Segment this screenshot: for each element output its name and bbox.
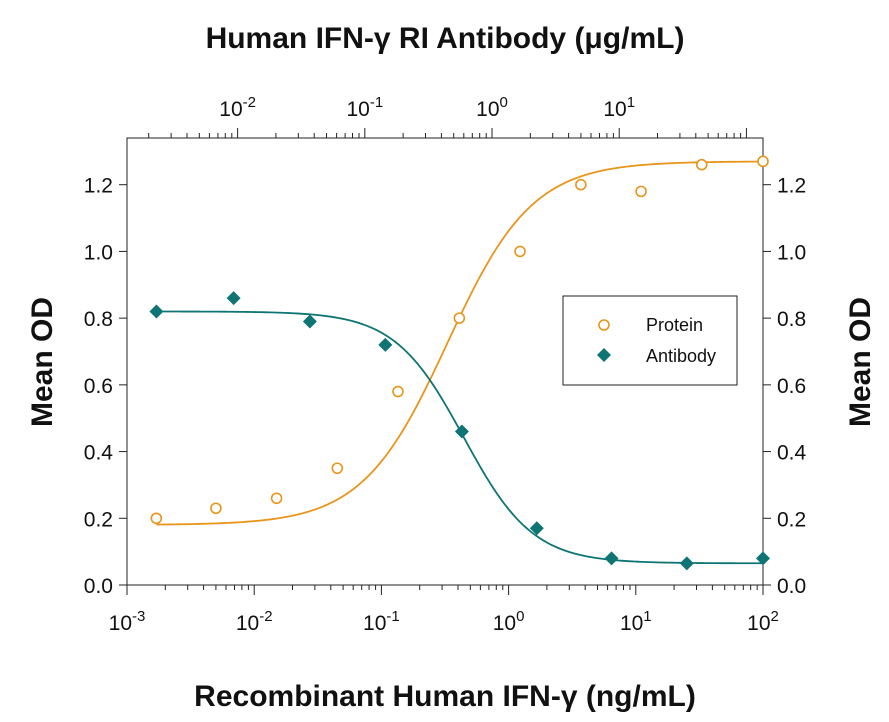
top-x-tick-label: 101 <box>603 94 635 121</box>
y-tick-label-right: 1.2 <box>777 175 806 198</box>
legend-label-protein: Protein <box>646 315 703 335</box>
top-x-tick-label: 100 <box>476 94 508 121</box>
x-tick-label: 100 <box>493 608 525 635</box>
data-point-antibody <box>226 291 241 306</box>
top-axis-title: Human IFN-γ RI Antibody (μg/mL) <box>206 22 685 55</box>
y-tick-label-left: 1.2 <box>84 175 113 198</box>
legend-label-antibody: Antibody <box>646 346 716 366</box>
data-point-antibody <box>756 551 770 566</box>
x-tick-label: 10-2 <box>236 608 273 635</box>
data-point-protein <box>150 512 163 525</box>
legend-marker-antibody <box>597 348 611 362</box>
data-point-protein <box>331 462 344 475</box>
y-tick-label-right: 0.4 <box>777 442 807 465</box>
y-tick-label-right: 1.0 <box>777 241 806 264</box>
data-point-protein <box>392 385 404 398</box>
legend-marker-protein <box>598 319 610 331</box>
data-point-protein <box>695 158 708 171</box>
x-axis-title: Recombinant Human IFN-γ (ng/mL) <box>194 680 696 713</box>
legend-box <box>562 295 738 386</box>
data-point-antibody <box>604 551 619 566</box>
x-tick-label: 10-3 <box>109 608 146 635</box>
top-x-tick-label: 10-1 <box>346 94 383 121</box>
y-tick-label-left: 0.2 <box>84 508 113 531</box>
y-axis-title-left: Mean OD <box>26 297 59 427</box>
y-tick-label-left: 0.6 <box>84 375 113 398</box>
x-tick-label: 10-1 <box>363 608 400 635</box>
data-point-antibody <box>149 304 164 319</box>
data-point-antibody <box>529 521 544 536</box>
y-tick-label-right: 0.6 <box>777 375 806 398</box>
legend: Protein Antibody <box>562 295 738 386</box>
data-point-protein <box>514 245 526 258</box>
y-tick-label-right: 0.8 <box>777 308 806 331</box>
axis-ticks: 0.0 0.0 0.2 0.2 0.4 0.4 0.6 0.6 0.8 0.8 1.0 1.0 1.2 1… <box>84 94 807 635</box>
data-point-protein <box>575 178 587 191</box>
y-tick-label-left: 0.8 <box>84 308 113 331</box>
x-tick-label: 102 <box>747 608 779 635</box>
y-axis-title-right: Mean OD <box>844 297 877 427</box>
top-x-tick-label: 10-2 <box>219 94 256 121</box>
plot-frame <box>126 137 764 586</box>
data-point-antibody <box>679 556 694 571</box>
data-point-antibody <box>302 314 317 329</box>
data-points <box>149 155 770 571</box>
data-point-protein <box>757 155 769 168</box>
data-point-protein <box>453 312 466 324</box>
y-tick-label-left: 1.0 <box>84 241 113 264</box>
y-tick-label-left: 0.4 <box>84 442 114 465</box>
x-tick-label: 101 <box>620 608 652 635</box>
data-point-antibody <box>378 337 393 352</box>
data-point-antibody <box>454 424 469 439</box>
y-tick-label-left: 0.0 <box>84 575 113 598</box>
y-tick-label-right: 0.2 <box>777 508 806 531</box>
data-point-protein <box>635 185 647 198</box>
data-point-protein <box>270 492 283 505</box>
y-tick-label-right: 0.0 <box>777 575 806 598</box>
data-point-protein <box>210 502 222 515</box>
